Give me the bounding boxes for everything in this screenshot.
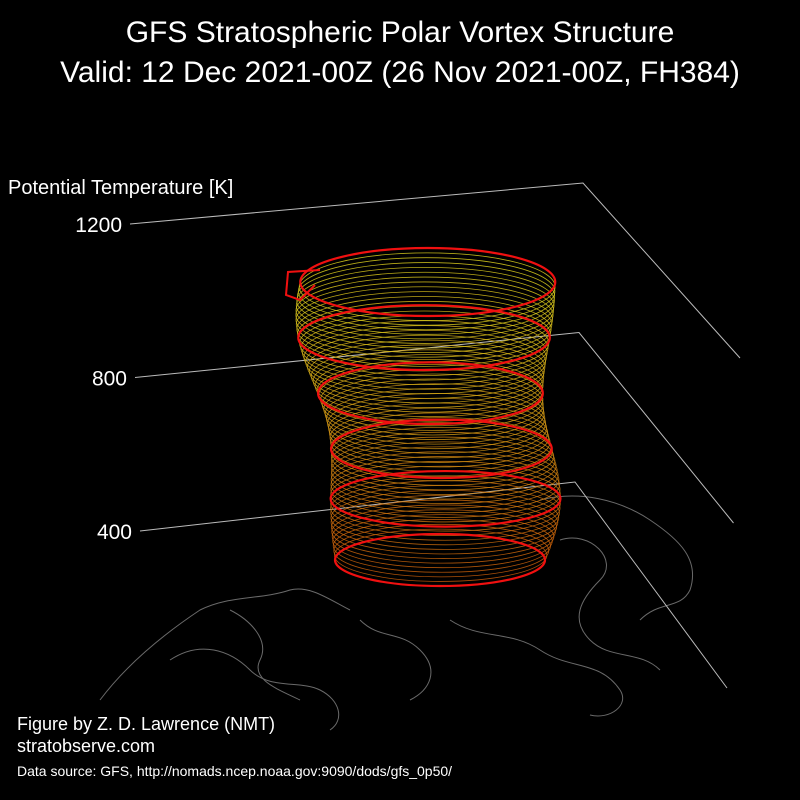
contour <box>330 446 559 505</box>
contour <box>330 465 561 523</box>
coastline <box>449 619 623 717</box>
y-tick-label: 400 <box>97 521 132 544</box>
grid-line <box>139 481 728 689</box>
contour-highlight <box>297 304 551 372</box>
coastline <box>539 495 694 621</box>
y-tick-label: 800 <box>92 368 127 391</box>
chart-title: GFS Stratospheric Polar Vortex Structure <box>126 16 675 49</box>
contour-highlight <box>284 269 321 302</box>
contour <box>331 436 557 495</box>
contour <box>295 276 554 344</box>
coastline <box>229 609 301 701</box>
contour <box>330 489 560 546</box>
contour <box>295 271 555 340</box>
coastline <box>99 588 351 701</box>
contour <box>330 451 560 509</box>
contour <box>331 431 556 491</box>
contour <box>330 494 559 550</box>
contour-highlight <box>329 469 562 528</box>
contour-highlight <box>316 361 544 426</box>
y-tick-label: 1200 <box>75 214 122 237</box>
grid-line <box>129 182 741 359</box>
contour <box>329 407 550 468</box>
contour <box>312 349 544 413</box>
contour <box>330 456 560 514</box>
contour <box>330 426 555 486</box>
coastline <box>559 537 661 671</box>
credit: Figure by Z. D. Lawrence (NMT) <box>17 714 275 734</box>
contour <box>308 339 545 404</box>
contour <box>295 291 553 358</box>
contour <box>295 281 554 349</box>
data-source: Data source: GFS, http://nomads.ncep.noa… <box>17 763 452 779</box>
vortex <box>284 246 562 588</box>
coastline <box>169 648 340 731</box>
website: stratobserve.com <box>17 736 155 756</box>
contour <box>295 286 553 354</box>
contour-highlight <box>333 532 547 588</box>
chart-subtitle: Valid: 12 Dec 2021-00Z (26 Nov 2021-00Z,… <box>60 56 740 89</box>
contour <box>296 266 555 335</box>
coastlines <box>99 495 694 731</box>
contour <box>297 262 556 331</box>
contour <box>314 354 544 418</box>
contour <box>307 334 546 399</box>
contour <box>297 300 551 367</box>
axes: 400 800 1200 <box>75 182 741 689</box>
contour <box>297 257 556 326</box>
axis-label: Potential Temperature [K] <box>8 177 233 199</box>
contour <box>310 344 545 408</box>
contour <box>321 373 544 436</box>
coastline <box>359 619 432 701</box>
contour <box>330 441 558 500</box>
contour-highlight <box>299 246 557 318</box>
contour <box>330 460 561 518</box>
grid-line <box>134 331 734 524</box>
contour-highlight <box>329 418 553 480</box>
